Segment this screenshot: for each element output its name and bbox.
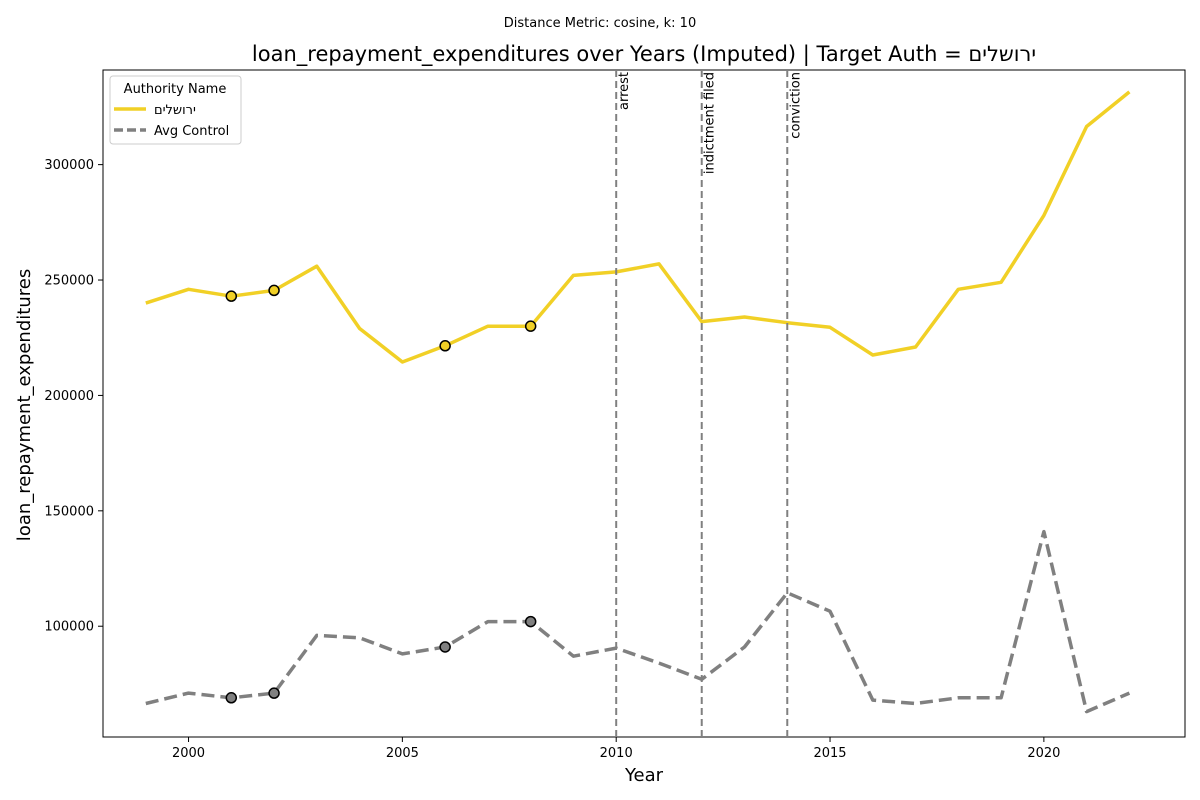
imputed-marker [225, 290, 238, 302]
imputed-marker [268, 284, 280, 297]
imputed-marker [524, 320, 537, 332]
event-label: conviction [788, 72, 803, 139]
y-tick-label: 250000 [44, 274, 94, 289]
x-axis-label: Year [624, 765, 664, 786]
imputed-marker [524, 615, 537, 628]
legend-entry: Avg Control [154, 124, 229, 139]
chart-title: loan_repayment_expenditures over Years (… [252, 42, 1036, 67]
event-label: arrest [617, 72, 632, 110]
legend-entry: ירושלים [154, 103, 196, 118]
event-label: indictment filed [703, 72, 718, 174]
axes-frame [102, 69, 1186, 738]
series-line-1 [145, 529, 1131, 714]
imputed-marker [439, 340, 451, 352]
x-tick-label: 2010 [600, 746, 633, 761]
x-tick-label: 2005 [386, 746, 419, 761]
plot-area: 2000 2005 2010 2015 2020 100000 150000 200000 25… [44, 69, 1186, 761]
y-tick-label: 100000 [44, 620, 94, 635]
y-tick-label: 150000 [44, 504, 94, 519]
imputed-marker [439, 641, 451, 653]
imputed-marker [225, 692, 238, 704]
legend-box [109, 75, 242, 145]
legend-title: Authority Name [124, 82, 227, 97]
x-tick-label: 2020 [1027, 746, 1060, 761]
x-tick-label: 2000 [172, 746, 205, 761]
x-tick-label: 2015 [813, 746, 846, 761]
chart-suptitle: Distance Metric: cosine, k: 10 [504, 16, 696, 31]
series-line-0 [145, 90, 1131, 364]
y-tick-label: 300000 [44, 158, 94, 173]
y-axis-label: loan_repayment_expenditures [14, 269, 35, 541]
y-tick-label: 200000 [44, 389, 94, 404]
legend: Authority Name ירושלים Avg Control [109, 75, 242, 145]
imputed-marker [268, 687, 280, 699]
